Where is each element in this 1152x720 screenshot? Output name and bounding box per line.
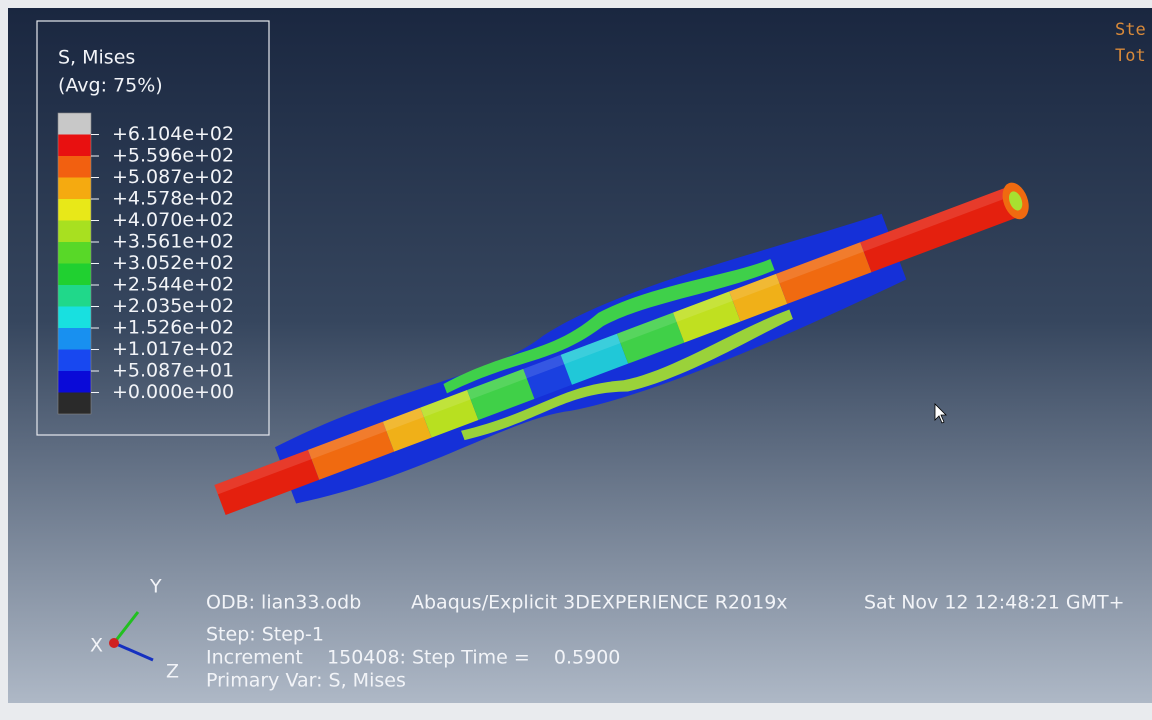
legend-swatch bbox=[58, 113, 91, 135]
legend-label: +4.070e+02 bbox=[112, 209, 234, 231]
bar-segment bbox=[560, 333, 629, 385]
triad-x-axis bbox=[109, 638, 119, 648]
legend-swatch bbox=[58, 177, 91, 199]
model bbox=[214, 182, 1029, 515]
corner-text: Ste bbox=[1115, 20, 1146, 40]
bar-segment bbox=[382, 407, 432, 452]
legend-label: +1.017e+02 bbox=[112, 338, 234, 360]
bar-segment bbox=[420, 390, 479, 438]
bar-end-core bbox=[1009, 191, 1023, 211]
legend-label: +4.578e+02 bbox=[112, 188, 234, 210]
bar-segment bbox=[523, 354, 572, 399]
legend-label: +1.526e+02 bbox=[112, 317, 234, 339]
bar-segment bbox=[673, 291, 741, 343]
info-step: Step: Step-1 bbox=[206, 624, 324, 646]
legend-swatch bbox=[58, 220, 91, 242]
info-primary-var: Primary Var: S, Mises bbox=[206, 670, 406, 692]
legend-swatch bbox=[58, 392, 91, 414]
triad-label: X bbox=[90, 635, 103, 657]
legend-swatch bbox=[58, 199, 91, 221]
info-solver: Abaqus/Explicit 3DEXPERIENCE R2019x bbox=[411, 592, 788, 614]
bar-segment bbox=[467, 368, 535, 420]
bar-segment bbox=[307, 421, 395, 480]
legend-title: S, Mises bbox=[58, 47, 135, 69]
jacket-edge bbox=[443, 258, 775, 394]
info-increment: Increment 150408: Step Time = 0.5900 bbox=[206, 647, 620, 669]
legend-label: +5.087e+01 bbox=[112, 360, 234, 382]
legend-swatch bbox=[58, 285, 91, 307]
legend-swatch bbox=[58, 134, 91, 156]
info-date: Sat Nov 12 12:48:21 GMT+ bbox=[864, 592, 1125, 614]
legend-swatch bbox=[58, 306, 91, 328]
triad-label: Z bbox=[166, 661, 179, 683]
legend-box bbox=[36, 20, 270, 436]
legend-swatch bbox=[58, 328, 91, 350]
triad-y-axis bbox=[112, 611, 140, 644]
legend-label: +6.104e+02 bbox=[112, 123, 234, 145]
info-odb: ODB: lian33.odb bbox=[206, 592, 361, 614]
legend-label: +5.596e+02 bbox=[112, 145, 234, 167]
triad-z-axis bbox=[113, 641, 154, 662]
legend-label: +2.544e+02 bbox=[112, 274, 234, 296]
corner-text: Tot bbox=[1115, 46, 1146, 66]
legend-labels: +6.104e+02+5.596e+02+5.087e+02+4.578e+02… bbox=[91, 123, 234, 403]
bar-segment bbox=[776, 242, 872, 304]
legend-swatch bbox=[58, 349, 91, 371]
legend-label: +3.052e+02 bbox=[112, 252, 234, 274]
legend-subtitle: (Avg: 75%) bbox=[58, 75, 163, 97]
bar-highlight bbox=[214, 185, 1014, 495]
bar-segment bbox=[214, 449, 320, 515]
legend-swatches bbox=[57, 112, 92, 415]
bar-segment bbox=[860, 185, 1022, 273]
bar-segment bbox=[729, 273, 788, 322]
legend-swatch bbox=[58, 242, 91, 264]
bar-segment bbox=[616, 312, 685, 364]
legend-swatch bbox=[58, 156, 91, 178]
legend-label: +2.035e+02 bbox=[112, 295, 234, 317]
jacket-edge bbox=[461, 309, 793, 441]
mouse-cursor bbox=[934, 403, 947, 424]
legend-label: +3.561e+02 bbox=[112, 231, 234, 253]
legend-swatch bbox=[58, 263, 91, 285]
triad-label: Y bbox=[149, 576, 162, 598]
legend-label: +0.000e+00 bbox=[112, 381, 234, 403]
legend-label: +5.087e+02 bbox=[112, 166, 234, 188]
legend-swatch bbox=[58, 371, 91, 393]
